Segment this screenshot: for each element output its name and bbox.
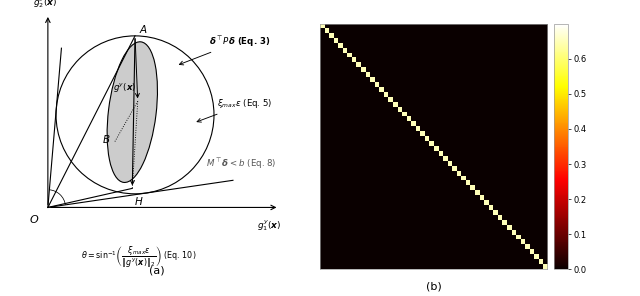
Text: $g_1^y(\boldsymbol{x})$: $g_1^y(\boldsymbol{x})$ bbox=[257, 218, 281, 233]
Text: $\xi_{max}\varepsilon$ (Eq. 5): $\xi_{max}\varepsilon$ (Eq. 5) bbox=[197, 97, 272, 122]
Text: $\boldsymbol{\delta}^\top P\boldsymbol{\delta}$ (Eq. 3): $\boldsymbol{\delta}^\top P\boldsymbol{\… bbox=[179, 34, 270, 65]
Text: $g_2^y(\boldsymbol{x})$: $g_2^y(\boldsymbol{x})$ bbox=[33, 0, 57, 10]
Text: $M^\top\boldsymbol{\delta} < b$ (Eq. 8): $M^\top\boldsymbol{\delta} < b$ (Eq. 8) bbox=[206, 157, 276, 171]
Text: (b): (b) bbox=[426, 282, 442, 292]
Text: (a): (a) bbox=[149, 266, 164, 276]
Text: $A$: $A$ bbox=[139, 22, 148, 35]
Ellipse shape bbox=[107, 42, 157, 182]
Text: $\theta = \sin^{-1}\!\left(\dfrac{\xi_{max}\varepsilon}{\|g^y(\boldsymbol{x})\|_: $\theta = \sin^{-1}\!\left(\dfrac{\xi_{m… bbox=[81, 244, 196, 269]
Text: $O$: $O$ bbox=[29, 213, 40, 225]
Text: $H$: $H$ bbox=[134, 195, 143, 207]
Text: $B$: $B$ bbox=[102, 133, 111, 145]
Text: $g^y(\boldsymbol{x})$: $g^y(\boldsymbol{x})$ bbox=[113, 81, 136, 94]
